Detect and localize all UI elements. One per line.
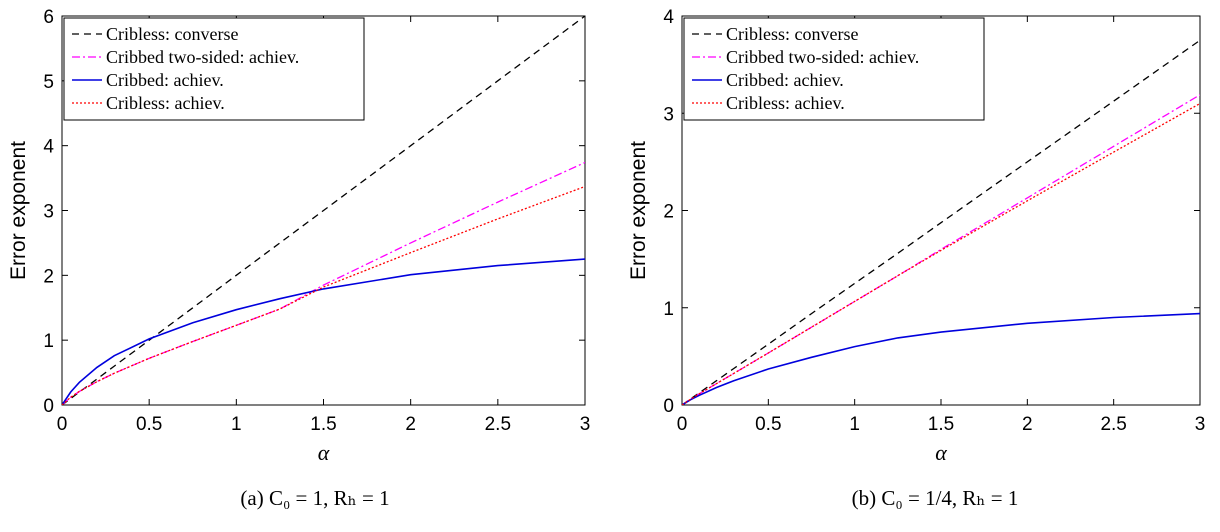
x-tick-label: 1.5 (928, 414, 954, 435)
legend-label: Cribless: converse (726, 24, 858, 44)
x-tick-label: 0 (57, 414, 68, 435)
y-axis-label: Error exponent (627, 141, 650, 280)
legend-label: Cribbed two-sided: achiev. (106, 47, 299, 67)
y-tick-label: 0 (663, 396, 674, 417)
series-line-3 (62, 185, 585, 405)
legend-label: Cribless: achiev. (106, 93, 225, 113)
y-tick-label: 3 (43, 202, 54, 223)
series-line-1 (62, 161, 585, 405)
y-tick-label: 2 (43, 266, 54, 287)
y-tick-label: 3 (663, 104, 674, 125)
series-line-0 (682, 39, 1200, 405)
caption-a: (a) C₀ = 1, Rₕ = 1 (240, 486, 390, 510)
series-line-0 (62, 16, 585, 405)
legend-label: Cribbed: achiev. (106, 70, 224, 90)
chart-a: 0 0.5 1 1.5 2 2.5 3 0 1 2 3 4 5 6 α Error exponent Cribl… (7, 7, 591, 465)
legend-box (63, 17, 365, 121)
x-tick-label: 2 (1022, 414, 1033, 435)
x-axis-label: α (318, 440, 330, 465)
y-tick-label: 0 (43, 396, 54, 417)
x-tick-label: 1 (849, 414, 860, 435)
x-tick-label: 1 (231, 414, 242, 435)
series-line-3 (682, 102, 1200, 405)
y-tick-label: 1 (663, 299, 674, 320)
legend-label: Cribless: converse (106, 24, 238, 44)
y-tick-label: 5 (43, 72, 54, 93)
x-tick-label: 3 (580, 414, 591, 435)
y-tick-label: 4 (663, 7, 674, 28)
legend-box (683, 17, 985, 121)
x-tick-label: 3 (1195, 414, 1206, 435)
x-tick-label: 0.5 (755, 414, 781, 435)
y-tick-label: 4 (43, 137, 54, 158)
y-axis-label: Error exponent (7, 141, 30, 280)
x-tick-label: 1.5 (310, 414, 336, 435)
x-axis-label: α (935, 440, 947, 465)
x-tick-label: 2 (405, 414, 416, 435)
series-line-2 (62, 258, 585, 405)
x-tick-label: 2.5 (485, 414, 511, 435)
legend-label: Cribbed: achiev. (726, 70, 844, 90)
y-tick-label: 2 (663, 202, 674, 223)
legend-label: Cribless: achiev. (726, 93, 845, 113)
series-line-2 (682, 312, 1200, 405)
chart-b: 0 0.5 1 1.5 2 2.5 3 0 1 2 3 4 α Error exponent Cribles… (627, 7, 1206, 465)
x-tick-label: 2.5 (1100, 414, 1126, 435)
x-tick-label: 0.5 (136, 414, 162, 435)
x-tick-label: 0 (677, 414, 688, 435)
legend-label: Cribbed two-sided: achiev. (726, 47, 919, 67)
caption-b: (b) C₀ = 1/4, Rₕ = 1 (851, 486, 1019, 510)
y-tick-label: 1 (43, 331, 54, 352)
y-tick-label: 6 (43, 7, 54, 28)
